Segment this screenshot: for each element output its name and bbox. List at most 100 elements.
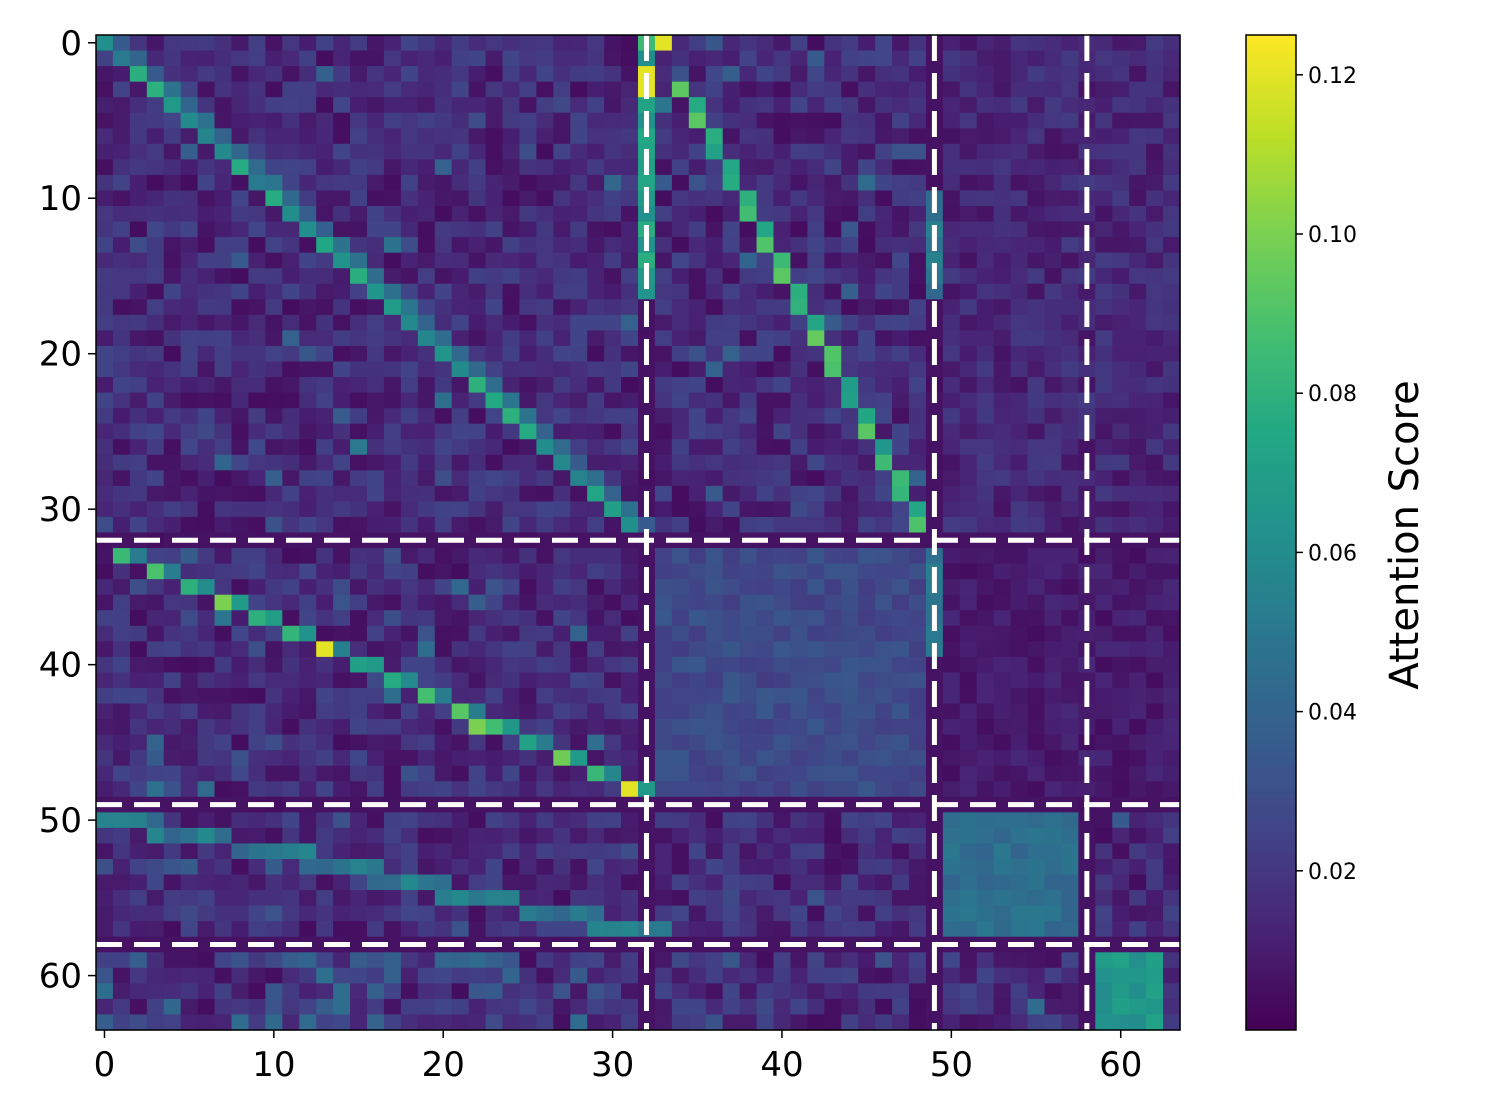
heatmap-cell: [417, 485, 436, 503]
heatmap-cell: [299, 827, 317, 845]
heatmap-cell: [790, 952, 808, 969]
heatmap-cell: [1061, 890, 1079, 907]
heatmap-cell: [333, 921, 351, 938]
heatmap-cell: [214, 983, 233, 1000]
heatmap-cell: [1095, 408, 1113, 425]
heatmap-cell: [1044, 97, 1063, 114]
heatmap-cell: [959, 890, 978, 907]
heatmap-cell: [434, 330, 453, 347]
heatmap-cell: [553, 299, 571, 316]
heatmap-cell: [367, 283, 385, 300]
heatmap-cell: [197, 750, 216, 767]
heatmap-cell: [333, 439, 351, 456]
heatmap-cell: [570, 66, 588, 83]
heatmap-cell: [146, 625, 165, 642]
heatmap-cell: [231, 190, 250, 207]
heatmap-cell: [705, 765, 724, 782]
heatmap-cell: [993, 485, 1012, 503]
heatmap-cell: [790, 858, 808, 876]
heatmap-cell: [959, 361, 978, 378]
heatmap-cell: [773, 998, 792, 1016]
heatmap-cell: [350, 687, 368, 705]
heatmap-cell: [1095, 579, 1113, 596]
heatmap-cell: [299, 641, 317, 658]
heatmap-cell: [536, 750, 554, 767]
heatmap-cell: [485, 967, 504, 984]
heatmap-cell: [383, 672, 402, 689]
heatmap-cell: [604, 408, 622, 425]
heatmap-cell: [180, 392, 199, 409]
heatmap-cell: [1129, 470, 1147, 487]
heatmap-cell: [214, 330, 233, 347]
heatmap-cell: [502, 610, 521, 627]
heatmap-cell: [1112, 734, 1130, 751]
colorbar-tick-label: 0.06: [1308, 541, 1357, 566]
heatmap-cell: [96, 345, 114, 363]
heatmap-cell: [316, 35, 334, 52]
heatmap-cell: [434, 750, 453, 767]
heatmap-cell: [400, 485, 419, 503]
heatmap-cell: [756, 377, 775, 394]
heatmap-cell: [739, 485, 758, 503]
heatmap-cell: [112, 112, 131, 129]
heatmap-cell: [451, 174, 470, 192]
heatmap-cell: [1010, 781, 1029, 798]
heatmap-cell: [383, 50, 402, 67]
heatmap-cell: [197, 703, 216, 720]
heatmap-cell: [909, 143, 927, 160]
heatmap-cell: [1146, 237, 1164, 254]
heatmap-cell: [1061, 703, 1079, 720]
heatmap-cell: [112, 221, 131, 238]
heatmap-cell: [722, 656, 741, 674]
heatmap-cell: [909, 719, 927, 736]
heatmap-cell: [875, 1014, 893, 1031]
heatmap-cell: [1129, 874, 1147, 891]
heatmap-cell: [316, 361, 334, 378]
heatmap-cell: [1146, 392, 1164, 409]
heatmap-cell: [1163, 174, 1181, 192]
heatmap-cell: [299, 594, 317, 611]
heatmap-cell: [671, 625, 690, 642]
heatmap-cell: [688, 967, 707, 984]
heatmap-cell: [976, 206, 995, 223]
heatmap-cell: [180, 221, 199, 238]
heatmap-cell: [383, 952, 402, 969]
heatmap-cell: [333, 392, 351, 409]
heatmap-cell: [163, 470, 182, 487]
heatmap-cell: [1027, 299, 1046, 316]
heatmap-cell: [824, 174, 842, 192]
heatmap-cell: [959, 299, 978, 316]
heatmap-cell: [434, 314, 453, 331]
heatmap-cell: [197, 594, 216, 611]
heatmap-cell: [197, 361, 216, 378]
heatmap-cell: [621, 221, 639, 238]
heatmap-cell: [942, 174, 961, 192]
heatmap-cell: [841, 890, 859, 907]
heatmap-cell: [231, 594, 250, 611]
heatmap-cell: [824, 128, 842, 145]
heatmap-cell: [671, 781, 690, 798]
heatmap-cell: [129, 174, 148, 192]
heatmap-cell: [993, 1014, 1012, 1031]
heatmap-cell: [96, 377, 114, 394]
heatmap-cell: [722, 672, 741, 689]
heatmap-cell: [858, 128, 876, 145]
heatmap-cell: [671, 843, 690, 860]
heatmap-cell: [316, 905, 334, 922]
heatmap-cell: [1044, 439, 1063, 456]
heatmap-cell: [773, 50, 792, 67]
heatmap-cell: [1010, 998, 1029, 1016]
heatmap-cell: [299, 361, 317, 378]
heatmap-cell: [959, 345, 978, 363]
heatmap-cell: [146, 81, 165, 98]
heatmap-cell: [756, 268, 775, 285]
heatmap-cell: [434, 128, 453, 145]
heatmap-cell: [536, 330, 554, 347]
heatmap-cell: [434, 874, 453, 891]
heatmap-cell: [451, 345, 470, 363]
heatmap-cell: [265, 516, 283, 534]
heatmap-cell: [553, 112, 571, 129]
heatmap-cell: [773, 827, 792, 845]
heatmap-cell: [282, 952, 300, 969]
heatmap-cell: [841, 345, 859, 363]
